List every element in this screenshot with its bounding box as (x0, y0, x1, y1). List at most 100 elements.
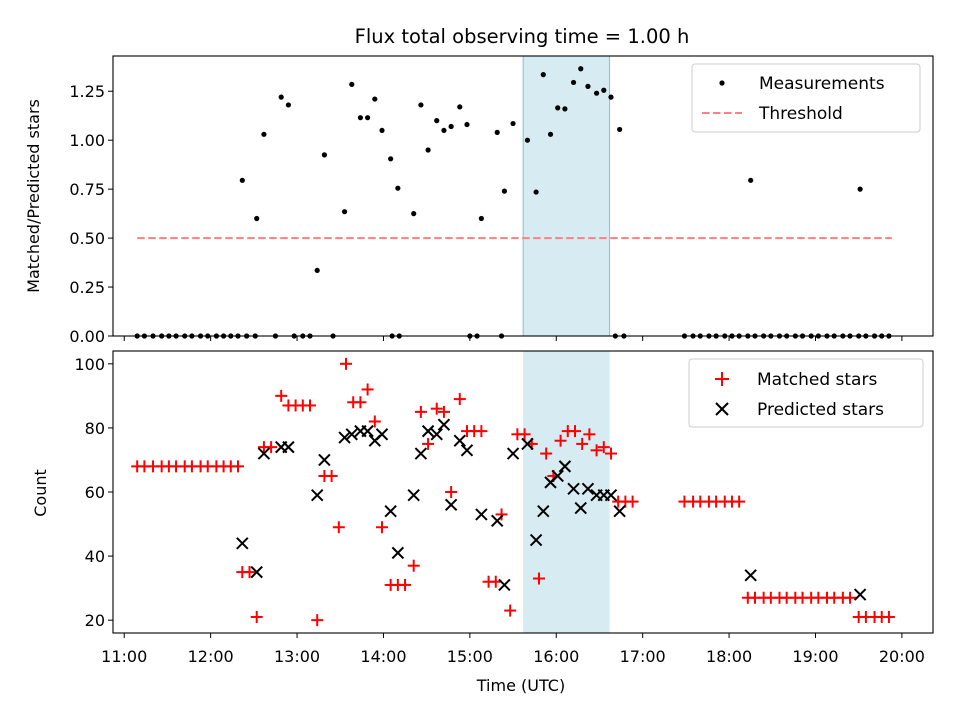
predicted-star-point (361, 424, 374, 438)
predicted-star-point (437, 418, 451, 431)
top-panel: Flux total observing time = 1.00 h 0.00 0… (24, 25, 934, 346)
bottom-y-tick-label: 80 (85, 419, 105, 438)
predicted-star-point (744, 569, 757, 582)
measurement-point (501, 188, 508, 194)
matched-star-point (554, 434, 567, 447)
measurement-point (457, 104, 463, 110)
predicted-star-point (853, 588, 867, 601)
measurement-point (418, 102, 424, 108)
predicted-star-point (567, 482, 580, 496)
matched-star-point (882, 610, 895, 623)
measurement-point (261, 131, 267, 137)
matched-star-point (414, 405, 427, 418)
legend-predicted-marker (715, 402, 729, 416)
measurement-point (285, 102, 292, 108)
matched-star-point (590, 444, 603, 457)
matched-star-point (495, 508, 508, 521)
predicted-star-point (391, 546, 405, 560)
top-y-tick-label: 0.50 (69, 229, 105, 248)
predicted-star-point (460, 444, 474, 457)
predicted-star-point (421, 424, 435, 438)
predicted-star-markers (236, 418, 867, 601)
measurement-point (578, 66, 584, 72)
matched-star-point (576, 437, 589, 450)
bottom-x-tick-label: 16:00 (533, 647, 579, 666)
measurement-point (524, 137, 531, 143)
predicted-star-point (345, 428, 358, 441)
bottom-y-tick-label: 100 (74, 355, 105, 374)
bottom-y-tick-label: 60 (85, 483, 105, 502)
predicted-star-point (475, 508, 488, 521)
bottom-x-tick-label: 20:00 (879, 647, 925, 666)
bottom-y-tick-label: 20 (85, 611, 105, 630)
predicted-star-point (311, 488, 324, 502)
measurement-point (314, 267, 320, 274)
predicted-star-point (558, 460, 572, 473)
matched-star-point (340, 357, 353, 370)
predicted-star-point (257, 447, 271, 460)
measurement-point (365, 115, 371, 121)
measurement-point (425, 147, 431, 153)
predicted-star-point (613, 505, 626, 518)
predicted-star-point (491, 514, 504, 528)
predicted-star-point (529, 533, 543, 547)
top-y-tick-label: 0.75 (69, 180, 105, 199)
predicted-star-point (430, 428, 443, 441)
measurement-point (441, 127, 447, 134)
matched-star-point (604, 447, 617, 460)
predicted-star-point (506, 447, 520, 460)
matched-star-point (489, 575, 502, 588)
legend-threshold-label: Threshold (758, 104, 843, 124)
top-y-axis-ticks: 0.00 0.25 0.50 0.75 1.00 1.25 (69, 82, 113, 346)
matched-star-point (437, 405, 450, 418)
matched-star-point (250, 610, 263, 623)
predicted-star-point (537, 505, 550, 518)
top-highlight-span (522, 55, 611, 337)
matched-star-point (332, 521, 345, 534)
matched-star-point (597, 441, 610, 454)
predicted-star-point (318, 453, 331, 467)
matched-star-point (361, 383, 374, 396)
matched-star-point (304, 399, 317, 412)
measurement-point (608, 94, 614, 100)
measurement-point (555, 105, 561, 111)
measurement-points (134, 66, 892, 339)
top-y-tick-label: 0.00 (69, 327, 105, 346)
bottom-y-tick-label: 40 (85, 547, 105, 566)
legend-predicted-label: Predicted stars (757, 400, 884, 420)
predicted-star-point (338, 431, 351, 444)
bottom-x-tick-label: 19:00 (792, 647, 838, 666)
predicted-star-point (236, 537, 249, 550)
predicted-star-point (498, 578, 511, 592)
measurement-point (585, 83, 591, 89)
measurement-point (494, 129, 500, 135)
bottom-axes-frame (112, 350, 934, 634)
top-title: Flux total observing time = 1.00 h (355, 25, 690, 48)
predicted-star-point (551, 469, 564, 483)
measurement-point (478, 215, 484, 222)
top-axes-frame (112, 55, 934, 337)
matched-star-point (430, 402, 443, 415)
matched-star-point (232, 460, 245, 473)
measurement-point (411, 211, 417, 217)
matched-star-point (399, 578, 412, 591)
bottom-highlight-span (523, 351, 610, 633)
matched-star-point (243, 566, 256, 579)
measurement-point (748, 177, 754, 183)
measurement-point (321, 152, 328, 158)
measurement-point (562, 106, 568, 112)
measurement-point (857, 186, 863, 192)
bottom-legend: Matched stars Predicted stars (688, 358, 924, 428)
predicted-star-point (407, 488, 420, 502)
top-y-tick-label: 1.25 (69, 82, 105, 101)
matched-star-point (445, 486, 458, 498)
measurement-point (341, 209, 348, 215)
measurement-point (448, 123, 454, 130)
matched-star-point (368, 415, 381, 428)
measurement-point (388, 156, 394, 162)
bottom-x-tick-label: 12:00 (188, 647, 234, 666)
predicted-star-point (250, 565, 263, 579)
bottom-x-tick-label: 14:00 (360, 647, 406, 666)
measurement-point (617, 126, 623, 133)
